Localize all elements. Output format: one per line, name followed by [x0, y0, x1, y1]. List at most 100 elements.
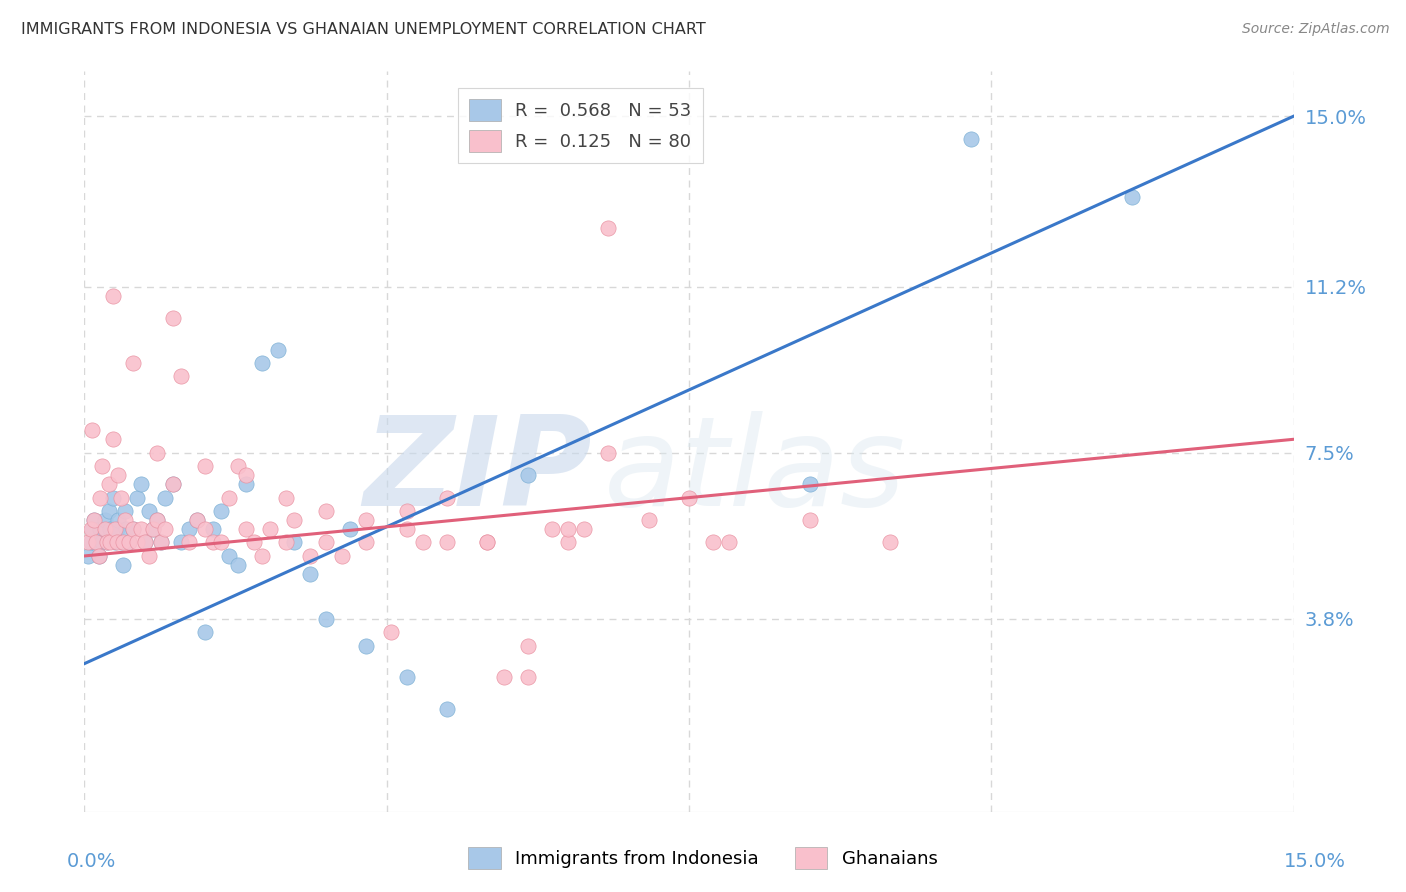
Text: 15.0%: 15.0% [1284, 852, 1346, 871]
Point [83, 513, 105, 527]
Point [283, 535, 305, 549]
Text: Source: ZipAtlas.com: Source: ZipAtlas.com [1241, 22, 1389, 37]
Point [101, 432, 124, 446]
Text: IMMIGRANTS FROM INDONESIA VS GHANAIAN UNEMPLOYMENT CORRELATION CHART: IMMIGRANTS FROM INDONESIA VS GHANAIAN UN… [21, 22, 706, 37]
Point [179, 535, 201, 549]
Point [86, 535, 108, 549]
Point [315, 535, 337, 549]
Point [146, 446, 169, 460]
Legend: Immigrants from Indonesia, Ghanaians: Immigrants from Indonesia, Ghanaians [461, 839, 945, 876]
Point [477, 535, 499, 549]
Point [226, 558, 249, 572]
Point [516, 639, 538, 653]
Point [202, 535, 225, 549]
Point [678, 491, 700, 505]
Point [242, 535, 264, 549]
Point [235, 522, 257, 536]
Point [82, 423, 104, 437]
Point [153, 491, 176, 505]
Point [110, 491, 132, 505]
Point [1121, 190, 1143, 204]
Point [134, 535, 156, 549]
Point [107, 513, 129, 527]
Point [572, 522, 595, 536]
Point [170, 369, 193, 384]
Point [637, 513, 659, 527]
Point [87, 549, 110, 563]
Point [93, 513, 115, 527]
Point [380, 625, 402, 640]
Point [162, 477, 184, 491]
Point [96, 535, 118, 549]
Point [299, 566, 322, 581]
Point [299, 549, 322, 563]
Point [879, 535, 901, 549]
Point [395, 504, 418, 518]
Point [395, 522, 418, 536]
Point [153, 522, 176, 536]
Point [315, 612, 337, 626]
Point [250, 549, 273, 563]
Point [138, 549, 160, 563]
Legend: R =  0.568   N = 53, R =  0.125   N = 80: R = 0.568 N = 53, R = 0.125 N = 80 [458, 87, 703, 162]
Point [274, 535, 297, 549]
Point [87, 549, 110, 563]
Point [114, 513, 136, 527]
Point [104, 522, 127, 536]
Point [125, 535, 148, 549]
Point [134, 535, 156, 549]
Point [98, 522, 121, 536]
Point [91, 459, 114, 474]
Point [395, 670, 418, 684]
Point [142, 522, 165, 536]
Point [477, 535, 499, 549]
Point [112, 535, 135, 549]
Point [146, 513, 169, 527]
Point [250, 356, 273, 370]
Point [412, 535, 434, 549]
Point [718, 535, 741, 549]
Point [112, 558, 135, 572]
Point [114, 504, 136, 518]
Point [129, 522, 152, 536]
Point [557, 522, 579, 536]
Point [82, 522, 104, 536]
Point [80, 535, 103, 549]
Point [129, 477, 152, 491]
Point [194, 625, 217, 640]
Point [267, 343, 290, 357]
Point [98, 535, 121, 549]
Point [110, 535, 132, 549]
Point [118, 535, 141, 549]
Point [121, 522, 143, 536]
Point [516, 670, 538, 684]
Text: atlas: atlas [605, 410, 907, 532]
Point [356, 513, 378, 527]
Point [107, 468, 129, 483]
Point [80, 522, 103, 536]
Point [315, 504, 337, 518]
Point [101, 289, 124, 303]
Point [235, 477, 257, 491]
Point [97, 504, 120, 518]
Point [170, 535, 193, 549]
Point [209, 535, 232, 549]
Point [77, 535, 100, 549]
Point [960, 131, 983, 145]
Point [330, 549, 353, 563]
Point [283, 513, 305, 527]
Point [104, 535, 127, 549]
Point [202, 522, 225, 536]
Text: 0.0%: 0.0% [66, 852, 117, 871]
Point [146, 513, 169, 527]
Point [436, 491, 458, 505]
Point [86, 535, 108, 549]
Point [149, 535, 172, 549]
Point [149, 535, 172, 549]
Point [194, 522, 217, 536]
Point [162, 311, 184, 326]
Text: ZIP: ZIP [364, 410, 592, 532]
Point [516, 468, 538, 483]
Point [121, 356, 143, 370]
Point [121, 522, 143, 536]
